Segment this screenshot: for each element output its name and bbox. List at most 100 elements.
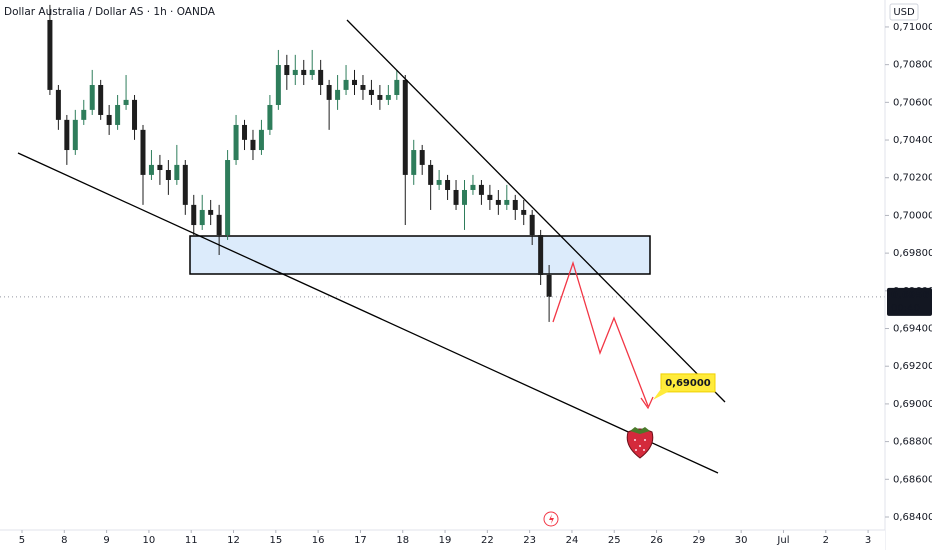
x-tick-label: 17 <box>354 535 367 546</box>
candle-body <box>284 65 290 76</box>
candle-body <box>208 209 214 215</box>
candle-body <box>301 69 307 76</box>
currency-button[interactable] <box>889 3 919 21</box>
candle-body <box>292 69 298 76</box>
candle-body <box>394 79 400 95</box>
x-tick-label: 29 <box>692 535 705 546</box>
y-tick-label: 0,69000 <box>893 399 932 410</box>
candle-body <box>495 199 501 205</box>
candle-body <box>55 89 61 120</box>
x-tick-label: 10 <box>143 535 156 546</box>
arrow-head <box>640 396 654 410</box>
candle-body <box>360 85 366 90</box>
candle-body <box>538 235 544 275</box>
candle-body <box>529 214 535 236</box>
chart-title: Dollar Australia / Dollar AS · 1h · OAND… <box>4 6 216 18</box>
countdown-label: 00:40 <box>891 303 920 314</box>
y-tick-label: 0,68600 <box>893 474 932 485</box>
y-tick-label: 0,68400 <box>893 512 932 523</box>
upper-trendline <box>346 19 726 403</box>
x-tick-label: Jul <box>776 535 789 546</box>
y-tick-label: 0,70200 <box>893 173 932 184</box>
candle-body <box>546 274 552 297</box>
plot-area <box>0 4 885 322</box>
candle-body <box>148 164 154 175</box>
projection-arrow <box>552 260 649 407</box>
candle-body <box>225 160 231 236</box>
candle-body <box>335 89 341 100</box>
candle-body <box>199 209 205 226</box>
candle-body <box>343 79 349 90</box>
y-tick-label: 0,69800 <box>893 248 932 259</box>
candle-body <box>453 189 459 205</box>
event-icon[interactable] <box>543 511 559 527</box>
candle-body <box>132 99 138 130</box>
x-tick-label: 30 <box>735 535 748 546</box>
candles <box>47 4 552 322</box>
candle-body <box>140 129 146 175</box>
candle-body <box>419 150 425 165</box>
candle-body <box>487 194 493 200</box>
y-tick-label: 0,69400 <box>893 324 932 335</box>
candle-body <box>436 179 442 185</box>
candle-body <box>115 104 121 125</box>
y-tick-label: 0,70600 <box>893 97 932 108</box>
candle-body <box>81 109 87 120</box>
y-tick-label: 0,68800 <box>893 437 932 448</box>
event-bolt <box>549 514 554 524</box>
candle-body <box>89 85 95 110</box>
candle-body <box>377 94 383 100</box>
x-tick-label: 22 <box>481 535 494 546</box>
x-tick-label: 12 <box>227 535 240 546</box>
x-tick-label: 24 <box>566 535 579 546</box>
candle-body <box>106 114 112 125</box>
candle-body <box>275 65 281 105</box>
candle-body <box>326 85 332 100</box>
x-tick-label: 25 <box>608 535 621 546</box>
x-tick-label: 11 <box>185 535 198 546</box>
candle-body <box>267 104 273 130</box>
candle-body <box>157 164 163 171</box>
last-price-box <box>887 287 932 316</box>
candle-body <box>72 119 78 151</box>
drawings: 0,69000 <box>17 19 726 527</box>
x-tick-label: 8 <box>61 535 67 546</box>
y-tick-label: 0,69200 <box>893 361 932 372</box>
x-tick-label: 3 <box>865 535 871 546</box>
target-box <box>660 373 716 393</box>
strawberry-icon <box>626 427 654 459</box>
x-tick-label: 18 <box>396 535 409 546</box>
candle-body <box>174 164 180 180</box>
candle-body <box>318 69 324 86</box>
candle-body <box>470 184 476 190</box>
y-tick-label: 0,70400 <box>893 135 932 146</box>
candle-body <box>258 129 264 151</box>
candle-body <box>165 170 171 180</box>
candle-body <box>64 119 70 151</box>
candle-body <box>250 139 256 151</box>
y-tick-label: 0,70000 <box>893 210 932 221</box>
x-tick-label: 9 <box>103 535 109 546</box>
candle-body <box>47 19 53 90</box>
candle-body <box>368 89 374 95</box>
last-price-label: 0,69568 <box>891 290 932 301</box>
candle-body <box>504 199 510 205</box>
candle-body <box>445 179 451 190</box>
time-axis <box>0 530 885 550</box>
candle-body <box>461 189 467 205</box>
candle-body <box>191 204 197 226</box>
y-tick-label: 0,71000 <box>893 22 932 33</box>
candle-body <box>242 124 248 140</box>
candle-body <box>402 79 408 175</box>
target-label: 0,69000 <box>665 378 711 389</box>
x-tick-label: 16 <box>312 535 325 546</box>
price-axis <box>885 0 932 550</box>
candle-body <box>98 85 104 115</box>
y-tick-label: 0,70800 <box>893 60 932 71</box>
target-pointer <box>653 388 668 400</box>
candle-body <box>411 150 417 175</box>
candle-body <box>123 99 129 105</box>
candle-body <box>385 94 391 100</box>
